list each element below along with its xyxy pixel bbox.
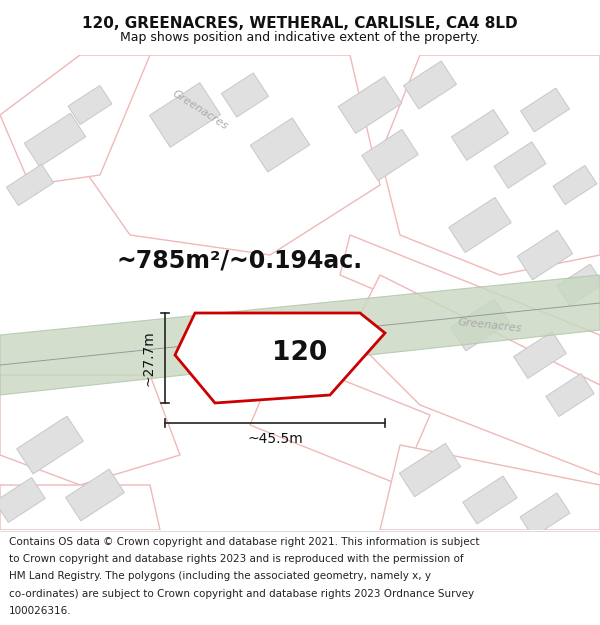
Polygon shape [451, 299, 509, 351]
Polygon shape [17, 416, 83, 474]
Polygon shape [0, 275, 600, 395]
Polygon shape [338, 77, 402, 133]
Polygon shape [65, 469, 124, 521]
Text: ~45.5m: ~45.5m [247, 432, 303, 446]
Polygon shape [400, 443, 461, 497]
Polygon shape [380, 55, 600, 275]
Polygon shape [0, 485, 160, 530]
Polygon shape [25, 113, 86, 167]
Text: 100026316.: 100026316. [9, 606, 71, 616]
Text: HM Land Registry. The polygons (including the associated geometry, namely x, y: HM Land Registry. The polygons (includin… [9, 571, 431, 581]
Polygon shape [380, 445, 600, 530]
Text: to Crown copyright and database rights 2023 and is reproduced with the permissio: to Crown copyright and database rights 2… [9, 554, 464, 564]
Polygon shape [68, 86, 112, 124]
Polygon shape [350, 275, 600, 475]
Polygon shape [175, 313, 385, 403]
Polygon shape [60, 55, 380, 255]
Polygon shape [463, 476, 517, 524]
Polygon shape [520, 493, 570, 537]
Text: Greenacres: Greenacres [458, 317, 523, 333]
Polygon shape [494, 142, 546, 188]
Text: Contains OS data © Crown copyright and database right 2021. This information is : Contains OS data © Crown copyright and d… [9, 537, 479, 547]
Polygon shape [0, 478, 45, 522]
Polygon shape [449, 198, 511, 252]
Polygon shape [521, 88, 569, 132]
Text: Map shows position and indicative extent of the property.: Map shows position and indicative extent… [120, 31, 480, 44]
Polygon shape [7, 164, 53, 206]
Polygon shape [546, 374, 594, 416]
Polygon shape [221, 73, 269, 117]
Text: Greenacres: Greenacres [170, 88, 230, 132]
Polygon shape [557, 264, 600, 306]
Polygon shape [514, 332, 566, 378]
Polygon shape [340, 235, 600, 385]
Text: 120: 120 [272, 340, 328, 366]
Polygon shape [404, 61, 457, 109]
Polygon shape [517, 230, 573, 280]
Polygon shape [451, 109, 509, 161]
Polygon shape [149, 82, 221, 148]
Text: ~27.7m: ~27.7m [142, 330, 156, 386]
Polygon shape [0, 375, 180, 485]
Text: ~785m²/~0.194ac.: ~785m²/~0.194ac. [117, 248, 363, 272]
Polygon shape [362, 129, 418, 181]
Polygon shape [553, 166, 597, 204]
Polygon shape [250, 355, 430, 485]
Text: 120, GREENACRES, WETHERAL, CARLISLE, CA4 8LD: 120, GREENACRES, WETHERAL, CARLISLE, CA4… [82, 16, 518, 31]
Polygon shape [250, 118, 310, 172]
Polygon shape [0, 55, 150, 185]
Text: co-ordinates) are subject to Crown copyright and database rights 2023 Ordnance S: co-ordinates) are subject to Crown copyr… [9, 589, 474, 599]
